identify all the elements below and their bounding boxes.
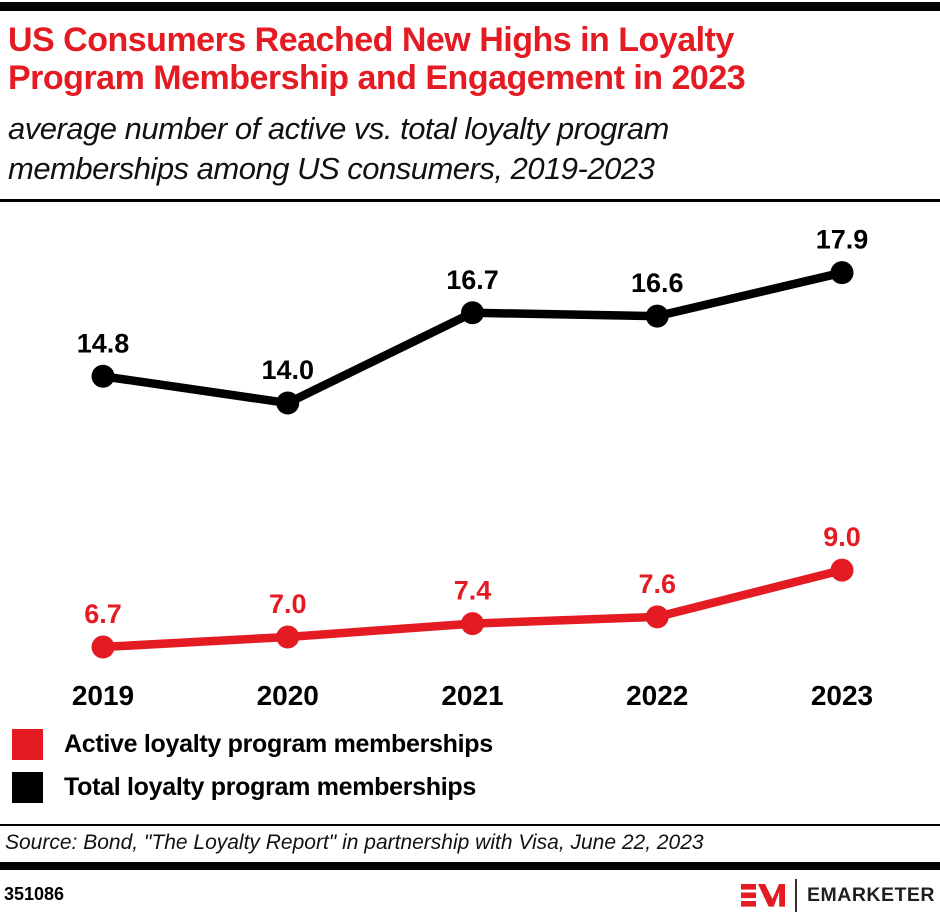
data-point-marker	[461, 301, 484, 325]
source-citation: Source: Bond, "The Loyalty Report" in pa…	[5, 831, 704, 854]
data-point-marker	[645, 605, 669, 629]
data-point-label: 16.7	[446, 265, 499, 295]
footer-border-bar	[0, 862, 940, 870]
x-axis-label: 2019	[72, 680, 134, 711]
data-point-label: 7.4	[454, 576, 492, 606]
chart-id-number: 351086	[4, 884, 65, 904]
data-point-marker	[276, 391, 300, 415]
data-point-marker	[830, 558, 854, 582]
chart-legend: Active loyalty program memberships Total…	[12, 729, 493, 803]
legend-item-active: Active loyalty program memberships	[12, 729, 493, 760]
data-point-label: 14.8	[77, 328, 130, 358]
data-point-label: 7.6	[638, 569, 676, 599]
line-chart: 14.8 14.0 16.7 16.6 17.9 6.7 7.0 7.4 7.6 9.0 2019 2…	[72, 225, 873, 711]
data-point-label: 16.6	[631, 268, 684, 298]
page-subtitle-line2: memberships among US consumers, 2019-202…	[8, 151, 655, 186]
legend-label-active: Active loyalty program memberships	[64, 730, 493, 758]
data-point-marker	[645, 304, 669, 328]
source-divider	[0, 824, 940, 826]
page-subtitle-line1: average number of active vs. total loyal…	[8, 111, 669, 146]
legend-swatch-total	[12, 772, 43, 803]
legend-label-total: Total loyalty program memberships	[64, 773, 476, 801]
header-divider	[0, 199, 940, 202]
legend-swatch-active	[12, 729, 43, 760]
x-axis-label: 2021	[441, 680, 503, 711]
data-point-label: 17.9	[816, 225, 869, 255]
legend-item-total: Total loyalty program memberships	[12, 772, 493, 803]
data-point-marker	[830, 261, 854, 285]
page-title: US Consumers Reached New Highs in Loyalt…	[8, 21, 932, 97]
data-point-label: 9.0	[823, 522, 861, 552]
data-point-marker	[91, 364, 115, 388]
data-point-marker	[91, 635, 115, 659]
top-border-bar	[0, 2, 940, 11]
page-title-line2: Program Membership and Engagement in 202…	[8, 59, 746, 97]
data-point-label: 7.0	[269, 589, 307, 619]
x-axis-label: 2022	[626, 680, 688, 711]
emarketer-logo: EMARKETER	[740, 877, 935, 913]
page-subtitle: average number of active vs. total loyal…	[8, 109, 932, 189]
em-monogram-shapes	[740, 883, 785, 907]
brand-wordmark: EMARKETER	[806, 883, 935, 906]
em-monogram-icon	[740, 883, 785, 907]
data-point-label: 14.0	[261, 355, 314, 385]
logo-divider-line	[794, 878, 797, 912]
page-title-line1: US Consumers Reached New Highs in Loyalt…	[8, 21, 734, 59]
data-point-marker	[461, 612, 484, 636]
x-axis-label: 2023	[811, 680, 873, 711]
data-point-marker	[276, 625, 300, 649]
data-point-label: 6.7	[84, 599, 122, 629]
x-axis-label: 2020	[257, 680, 319, 711]
